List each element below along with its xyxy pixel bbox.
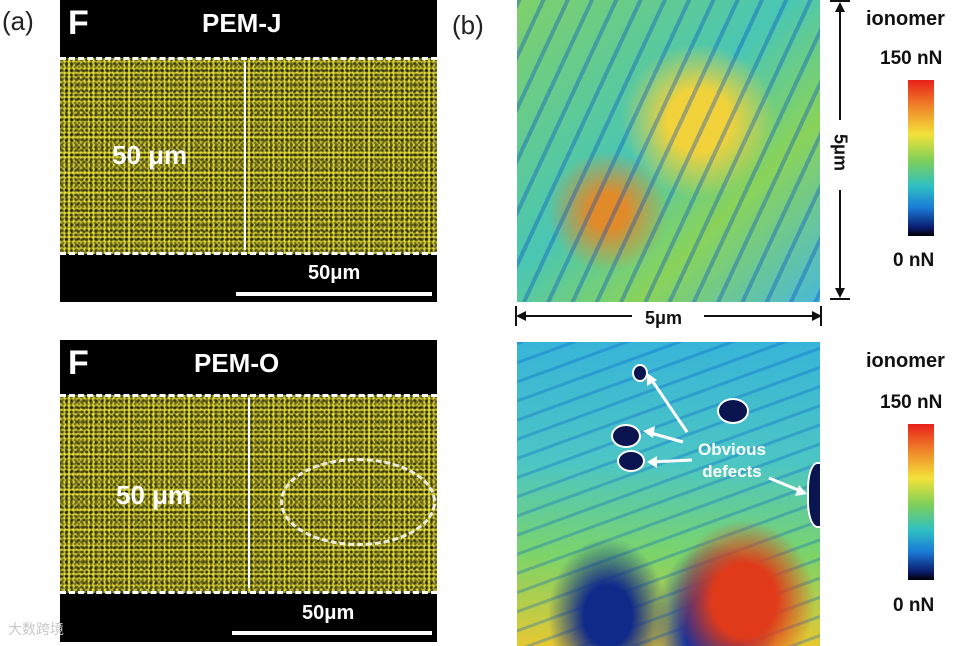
- defect-arrows: [643, 373, 807, 496]
- eds-map-pem-j: F PEM-J 50 μm 50μm: [60, 0, 437, 302]
- thickness-arrow: [244, 62, 246, 250]
- colorbar-top-max: 150 nN: [880, 48, 943, 69]
- defect-hole: [611, 424, 641, 448]
- sample-title: PEM-O: [194, 348, 280, 378]
- colorbar-bottom-title: ionomer: [866, 350, 945, 372]
- defect-hole: [617, 450, 645, 472]
- scale-bar: [236, 292, 432, 296]
- scale-label: 50μm: [308, 262, 361, 284]
- thickness-label: 50 μm: [112, 140, 188, 170]
- upper-boundary: [60, 57, 437, 60]
- defect-region-ellipse: [280, 458, 436, 546]
- dim-horizontal-label: 5μm: [645, 308, 683, 328]
- upper-boundary: [60, 394, 437, 397]
- thickness-arrow: [248, 398, 250, 588]
- colorbar-bottom-min: 0 nN: [893, 595, 935, 616]
- colorbar-top-title: ionomer: [866, 8, 945, 30]
- dim-vertical-label: 5μm: [830, 133, 851, 172]
- colorbar-bottom: [908, 424, 934, 580]
- colorbar-top: [908, 80, 934, 236]
- panel-b-letter: (b): [452, 10, 484, 40]
- afm-map-top: [517, 0, 820, 302]
- sample-title: PEM-J: [202, 8, 282, 38]
- colorbar-top-min: 0 nN: [893, 250, 935, 271]
- eds-map-pem-o: F PEM-O 50 μm 50μm: [60, 340, 437, 642]
- horizontal-dimension-arrow: [515, 306, 822, 326]
- element-tag: F: [68, 4, 89, 42]
- fluorine-band: [60, 58, 437, 254]
- watermark-text: 大数跨境: [8, 621, 64, 637]
- panel-a-letter: (a): [2, 6, 34, 36]
- scale-label: 50μm: [302, 602, 355, 624]
- colorbar-bottom-max: 150 nN: [880, 392, 943, 413]
- scale-bar: [232, 631, 432, 635]
- lower-boundary: [60, 591, 437, 594]
- vertical-dimension-arrow: [830, 0, 850, 300]
- afm-map-bottom: Obvious defects: [517, 342, 820, 646]
- thickness-label: 50 μm: [116, 480, 192, 510]
- defect-hole: [717, 398, 749, 424]
- element-tag: F: [68, 344, 89, 382]
- lower-boundary: [60, 252, 437, 255]
- defects-annotation: Obvious defects: [697, 440, 766, 481]
